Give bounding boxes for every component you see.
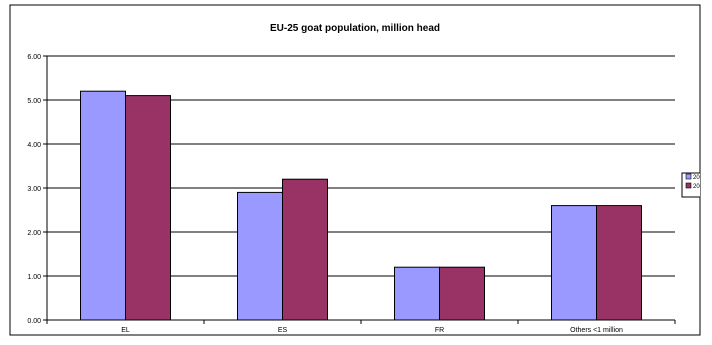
y-tick-label: 2.00 xyxy=(27,230,41,237)
bar-2003-others xyxy=(596,205,642,321)
legend-swatch-2004 xyxy=(685,173,692,180)
legend: 2004 2003 xyxy=(681,172,707,198)
bar-2003-es xyxy=(282,178,328,321)
y-tick-label: 0.00 xyxy=(27,318,41,325)
x-tick-label: FR xyxy=(435,327,444,334)
bar-2004-fr xyxy=(394,266,440,321)
legend-label-2003: 2003 xyxy=(693,184,707,190)
chart-title: EU-25 goat population, million head xyxy=(270,23,440,34)
x-tick-label: ES xyxy=(278,327,288,334)
y-tick-label: 4.00 xyxy=(27,142,41,149)
legend-box: 2004 2003 xyxy=(681,172,707,198)
axes: 0.00 1.00 2.00 3.00 4.00 5.00 6.00 EL ES FR Others… xyxy=(27,54,676,334)
y-tick-label: 5.00 xyxy=(27,98,41,105)
y-tick-label: 6.00 xyxy=(27,54,41,61)
x-tick-label: Others <1 million xyxy=(570,327,623,334)
bar-2004-others xyxy=(551,205,597,321)
y-tick-label: 3.00 xyxy=(27,186,41,193)
bar-2004-es xyxy=(237,191,283,321)
x-tick-label: EL xyxy=(121,327,130,334)
legend-swatch-2003 xyxy=(685,182,692,189)
bar-2003-fr xyxy=(439,266,485,321)
bar-2003-el xyxy=(125,95,171,321)
legend-label-2004: 2004 xyxy=(693,175,707,181)
y-tick-label: 1.00 xyxy=(27,274,41,281)
bar-2004-el xyxy=(80,90,126,321)
